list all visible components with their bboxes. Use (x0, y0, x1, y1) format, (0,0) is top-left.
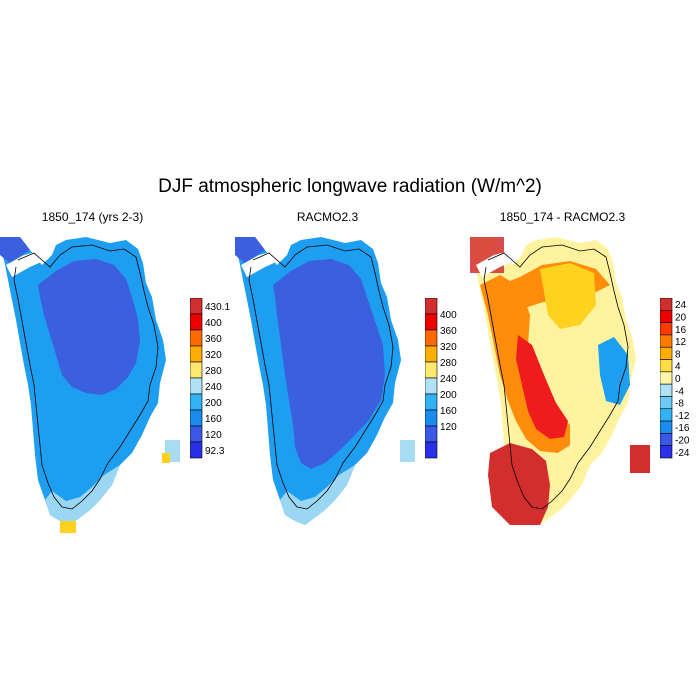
panel-racmo: RACMO2.3 400 360 320 280 240 200 160 120 (235, 210, 470, 540)
colorbar-swatch (660, 334, 673, 348)
colorbar-tick-label: 12 (675, 337, 687, 348)
colorbar-tick-label: 92.3 (205, 446, 225, 457)
colorbar-swatch (190, 441, 203, 459)
colorbar-swatch (425, 425, 438, 443)
colorbar-tick-label: 4 (675, 362, 681, 373)
colorbar-tick-label: 200 (205, 398, 222, 409)
map-control (0, 237, 180, 533)
colorbar-tick-label: 200 (440, 390, 457, 401)
colorbar-tick-label: 430.1 (205, 302, 230, 313)
colorbar-tick-label: 240 (440, 374, 457, 385)
map-difference (470, 237, 650, 525)
colorbar-tick-label: 280 (205, 366, 222, 377)
colorbar-tick-label: 24 (675, 300, 687, 311)
panel-title: RACMO2.3 (296, 210, 359, 224)
coastline (248, 244, 394, 510)
colorbar-swatch (660, 310, 673, 323)
colorbar-swatch (425, 409, 438, 427)
panel-title: 1850_174 (yrs 2-3) (41, 210, 144, 224)
colorbar-tick-label: 160 (440, 406, 457, 417)
colorbar-tick-label: 120 (205, 430, 222, 441)
colorbar-swatch (190, 298, 203, 315)
colorbar-swatch (425, 329, 438, 347)
colorbar-tick-label: 160 (205, 414, 222, 425)
colorbar-swatch (190, 345, 203, 363)
colorbar-swatch (660, 445, 673, 459)
panel-title: 1850_174 - RACMO2.3 (499, 210, 626, 224)
colorbar-swatch (190, 329, 203, 347)
colorbar-swatch (190, 361, 203, 379)
colorbar-swatch (660, 298, 673, 311)
colorbar-swatch (660, 383, 673, 397)
panel-control: 1850_174 (yrs 2-3) 430.1 400 360 320 280 240 2… (0, 210, 235, 540)
coastline (13, 244, 159, 510)
coastline (483, 244, 629, 510)
colorbar-swatch (660, 433, 673, 446)
colorbar-swatch (425, 361, 438, 379)
colorbar-swatch (190, 425, 203, 443)
colorbar-tick-label: 20 (675, 312, 687, 323)
colorbar-tick-label: -4 (675, 386, 684, 397)
colorbar-tick-label: 0 (675, 374, 681, 385)
colorbar-tick-label: -24 (675, 448, 690, 459)
colorbar-tick-label: -16 (675, 423, 690, 434)
colorbar-tick-label: 280 (440, 358, 457, 369)
panel-difference: 1850_174 - RACMO2.3 24 20 16 12 8 4 0 -4 -8 -12 -1… (470, 210, 700, 540)
colorbar-tick-label: 240 (205, 382, 222, 393)
colorbar-racmo: 400 360 320 280 240 200 160 120 (425, 298, 457, 459)
colorbar-tick-label: 8 (675, 349, 681, 360)
colorbar-tick-label: 320 (205, 350, 222, 361)
colorbar-swatch (660, 396, 673, 410)
colorbar-tick-label: 120 (440, 422, 457, 433)
colorbar-swatch (425, 377, 438, 395)
colorbar-tick-label: 320 (440, 342, 457, 353)
colorbar-tick-label: 400 (440, 310, 457, 321)
figure-title: DJF atmospheric longwave radiation (W/m^… (158, 176, 542, 197)
colorbar-swatch (190, 313, 203, 331)
colorbar-swatch (425, 298, 438, 315)
colorbar-swatch (425, 393, 438, 411)
colorbar-swatch (660, 322, 673, 336)
colorbar-swatch (190, 377, 203, 395)
colorbar-control: 430.1 400 360 320 280 240 200 160 120 92.3 (190, 298, 230, 459)
colorbar-swatch (425, 313, 438, 331)
colorbar-tick-label: -12 (675, 411, 690, 422)
colorbar-tick-label: 16 (675, 325, 687, 336)
colorbar-swatch (425, 345, 438, 363)
colorbar-swatch (190, 393, 203, 411)
colorbar-swatch (660, 346, 673, 360)
colorbar-swatch (660, 408, 673, 422)
colorbar-tick-label: 360 (440, 326, 457, 337)
map-racmo (235, 237, 415, 525)
colorbar-tick-label: 360 (205, 334, 222, 345)
colorbar-swatch (660, 359, 673, 373)
colorbar-tick-label: -20 (675, 436, 690, 447)
colorbar-swatch (425, 441, 438, 459)
colorbar-tick-label: 400 (205, 318, 222, 329)
colorbar-swatch (660, 371, 673, 385)
colorbar-swatch (190, 409, 203, 427)
colorbar-tick-label: -8 (675, 399, 684, 410)
interior-area (273, 259, 385, 469)
colorbar-swatch (660, 420, 673, 434)
interior-area (38, 259, 140, 395)
